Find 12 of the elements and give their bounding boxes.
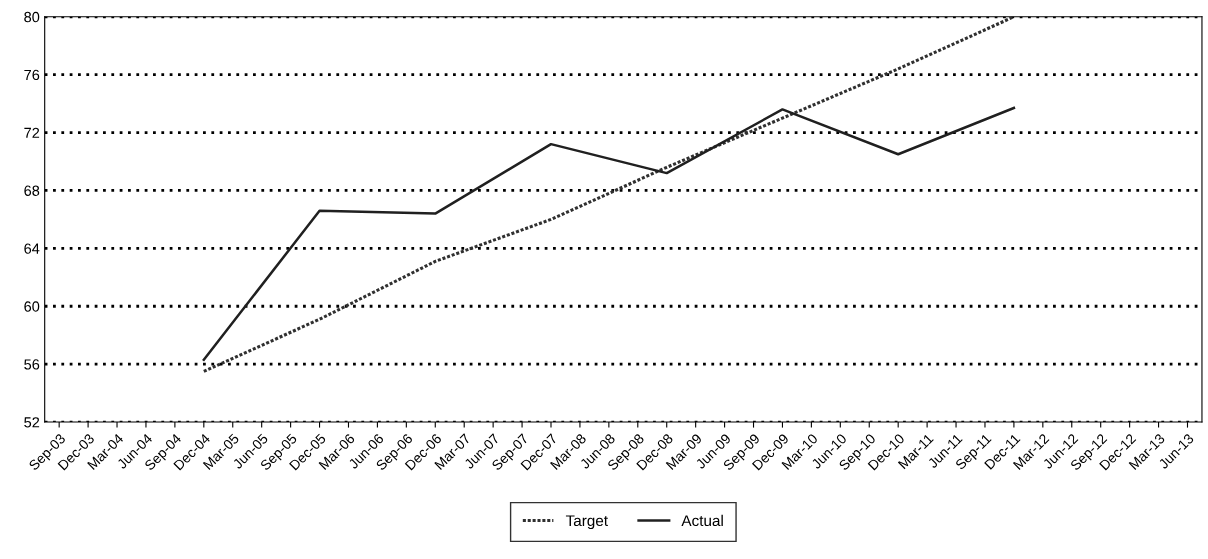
- y-tick-label: 76: [24, 69, 40, 81]
- y-tick-label: 64: [24, 243, 40, 254]
- line-series: [202, 106, 1016, 362]
- y-tick-label: 56: [24, 359, 40, 370]
- y-tick-label: 52: [24, 417, 40, 428]
- y-tick-label: 68: [24, 185, 40, 196]
- legend-label: Target: [565, 515, 608, 530]
- y-tick-label: 80: [24, 11, 40, 23]
- y-tick-label: 72: [24, 127, 40, 138]
- y-tick-label: 60: [24, 301, 40, 312]
- line-series: [202, 16, 1016, 373]
- legend-label: Actual: [681, 514, 723, 527]
